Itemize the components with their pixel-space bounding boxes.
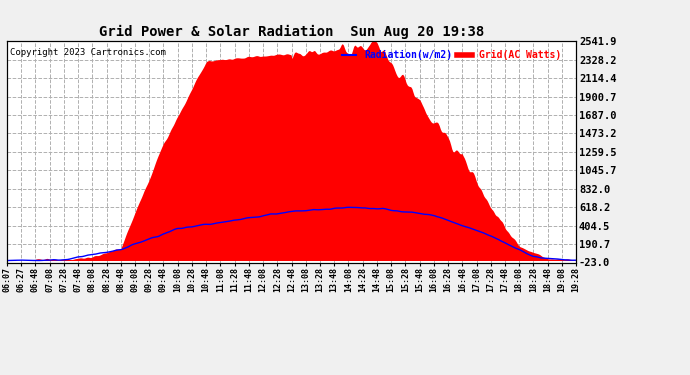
Text: Copyright 2023 Cartronics.com: Copyright 2023 Cartronics.com — [10, 48, 166, 57]
Legend: Radiation(w/m2), Grid(AC Watts): Radiation(w/m2), Grid(AC Watts) — [338, 46, 566, 64]
Title: Grid Power & Solar Radiation  Sun Aug 20 19:38: Grid Power & Solar Radiation Sun Aug 20 … — [99, 24, 484, 39]
